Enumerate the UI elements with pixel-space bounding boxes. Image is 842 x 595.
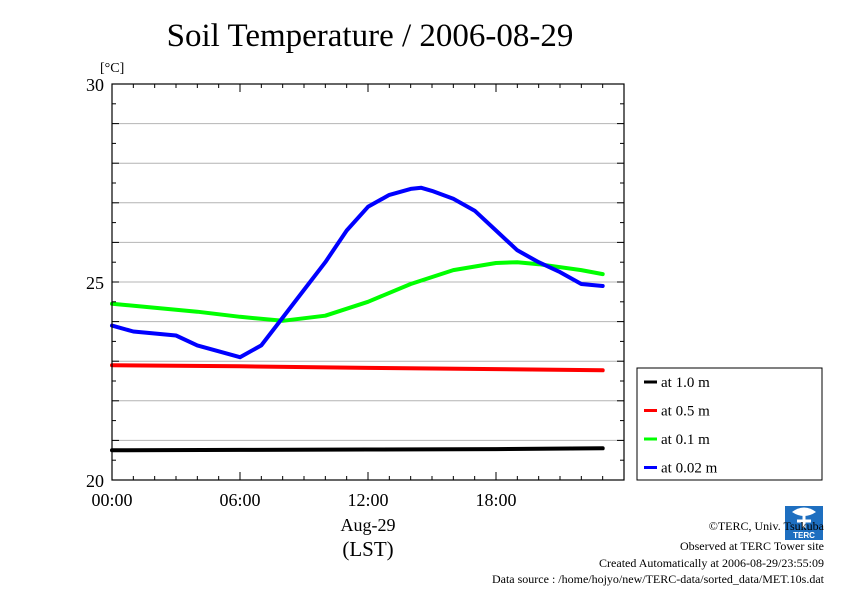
credit-source: Data source : /home/hojyo/new/TERC-data/…	[492, 572, 825, 586]
grid-lines	[112, 123, 624, 441]
x-axis-timezone: (LST)	[342, 537, 393, 561]
legend-box	[636, 367, 823, 481]
logo-text: TERC	[793, 531, 815, 540]
y-axis-unit: [°C]	[100, 61, 124, 76]
credit-created: Created Automatically at 2006-08-29/23:5…	[599, 556, 824, 570]
x-tick-label: 06:00	[219, 490, 260, 510]
credit-site: Observed at TERC Tower site	[680, 539, 824, 553]
legend-label: at 0.02 m	[661, 461, 718, 477]
x-axis-label: Aug-29	[341, 515, 396, 535]
series-lines	[110, 185, 605, 453]
chart-title: Soil Temperature / 2006-08-29	[167, 18, 574, 54]
legend-label: at 1.0 m	[661, 375, 710, 391]
legend-label: at 0.5 m	[661, 404, 710, 420]
logo-wave-icon	[792, 507, 816, 516]
series-line	[110, 446, 605, 453]
terc-logo: TERC	[785, 506, 823, 540]
x-tick-label: 12:00	[347, 490, 388, 510]
y-tick-label: 20	[86, 471, 104, 491]
series-line	[110, 185, 605, 360]
y-tick-label: 30	[86, 75, 104, 95]
credit-copyright: ©TERC, Univ. Tsukuba	[709, 519, 825, 533]
axis-ticks: 20 25 30 00:00 06:00 12:00 18:00	[86, 75, 625, 510]
series-line	[110, 363, 605, 373]
y-tick-label: 25	[86, 273, 104, 293]
x-tick-label: 18:00	[475, 490, 516, 510]
logo-tower-icon	[797, 514, 811, 528]
legend-label: at 0.1 m	[661, 432, 710, 448]
x-tick-label: 00:00	[91, 490, 132, 510]
legend: at 1.0 m at 0.5 m at 0.1 m at 0.02 m	[636, 367, 823, 481]
series-line	[110, 260, 605, 323]
